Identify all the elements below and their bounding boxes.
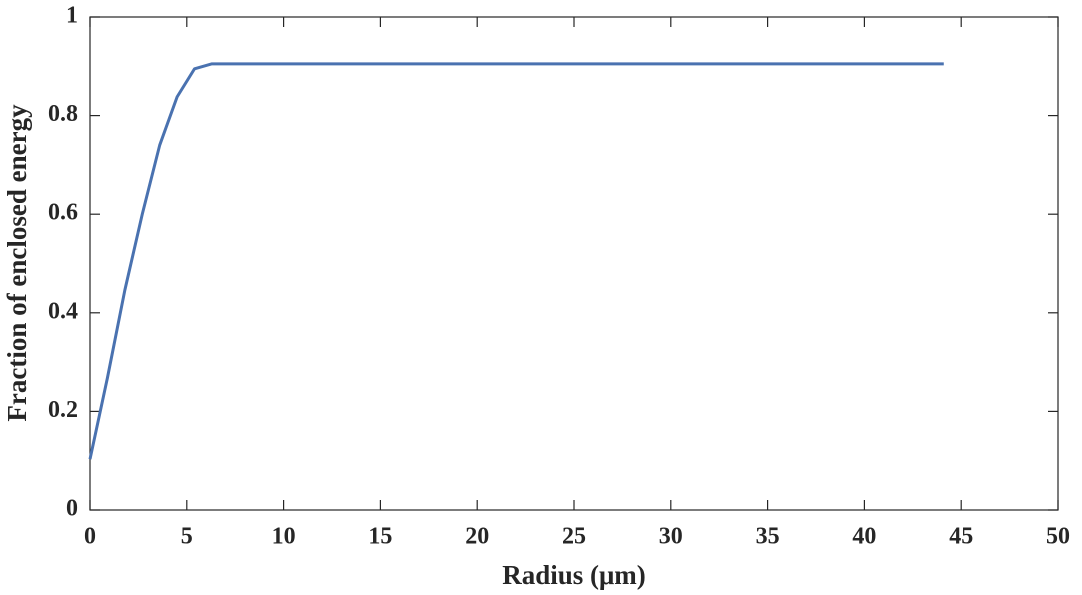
y-axis-label: Fraction of enclosed energy [2, 104, 32, 422]
y-tick-label: 0.4 [48, 298, 78, 324]
y-tick-label: 0.6 [48, 200, 78, 226]
y-tick-label: 0.2 [48, 397, 78, 423]
x-tick-label: 5 [181, 524, 193, 550]
y-tick-label: 0.8 [48, 101, 78, 127]
line [88, 62, 944, 460]
x-tick-label: 30 [659, 524, 683, 550]
x-tick-label: 35 [756, 524, 780, 550]
x-tick-label: 15 [368, 524, 392, 550]
x-tick-label: 10 [272, 524, 296, 550]
x-tick-label: 20 [465, 524, 489, 550]
x-tick-label: 25 [562, 524, 586, 550]
x-axis-label: Radius (μm) [502, 560, 646, 590]
x-tick-label: 45 [949, 524, 973, 550]
axes-box [89, 16, 1059, 511]
x-tick-label: 0 [84, 524, 96, 550]
x-tick-label: 40 [852, 524, 876, 550]
x-tick-label: 50 [1046, 524, 1070, 550]
y-tick-label: 1 [66, 3, 78, 29]
y-tick-label: 0 [66, 496, 78, 522]
